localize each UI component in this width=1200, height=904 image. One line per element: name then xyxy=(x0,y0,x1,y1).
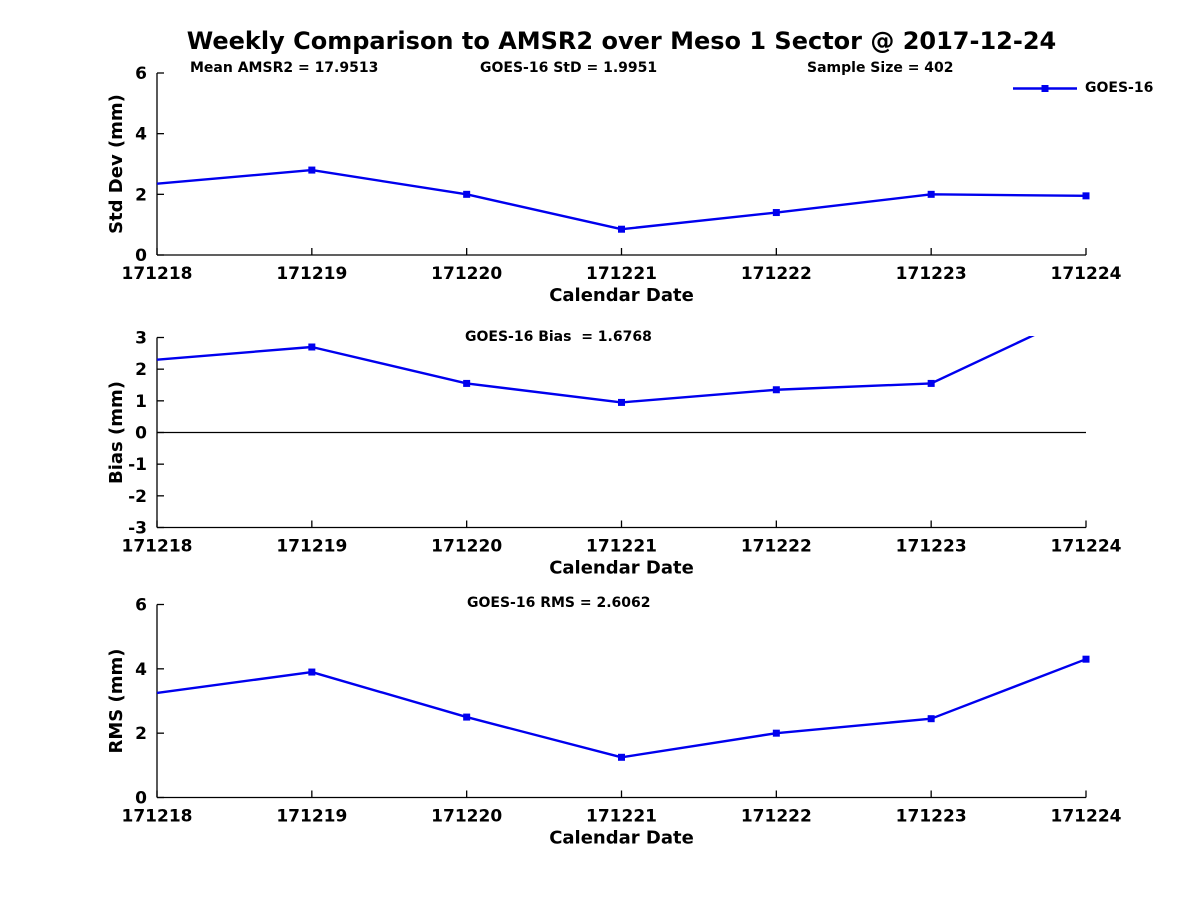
y-axis-label: Bias (mm) xyxy=(106,381,127,484)
y-tick-label: 2 xyxy=(135,185,147,205)
x-tick-label: 171221 xyxy=(586,264,657,284)
data-marker xyxy=(772,386,780,394)
annotation-mean-amsr2: Mean AMSR2 = 17.9513 xyxy=(190,60,379,76)
y-tick-label: 4 xyxy=(135,125,147,145)
x-tick-label: 171221 xyxy=(586,807,657,827)
data-marker xyxy=(1083,307,1090,314)
x-tick-label: 171224 xyxy=(1051,807,1122,827)
data-marker xyxy=(618,225,625,233)
y-tick-label: 4 xyxy=(135,660,147,680)
x-tick-label: 171222 xyxy=(741,537,812,557)
y-tick-label: 6 xyxy=(135,596,147,616)
x-tick-label: 171219 xyxy=(276,807,347,827)
x-tick-label: 171223 xyxy=(896,537,967,557)
y-tick-label: -3 xyxy=(128,519,147,539)
x-tick-label: 171218 xyxy=(122,537,193,557)
annotation-goes16-bias: GOES-16 Bias = 1.6768 xyxy=(465,329,652,345)
x-tick-label: 171224 xyxy=(1051,537,1122,557)
x-tick-label: 171221 xyxy=(586,537,657,557)
data-line xyxy=(156,336,1035,404)
x-tick-label: 171218 xyxy=(122,807,193,827)
x-tick-label: 171223 xyxy=(896,264,967,284)
data-marker xyxy=(618,398,625,406)
y-tick-label: 0 xyxy=(135,246,147,266)
x-tick-label: 171219 xyxy=(276,264,347,284)
data-marker xyxy=(772,729,780,737)
subplot-1: 0 2 4 6 171218 171219 171220 171221 171222 171223… xyxy=(106,64,1122,306)
y-tick-label: 6 xyxy=(135,64,147,84)
data-marker xyxy=(927,190,935,198)
legend-series-label: GOES-16 xyxy=(1085,80,1154,96)
x-tick-label: 171224 xyxy=(1051,264,1122,284)
x-tick-label: 171218 xyxy=(122,264,193,284)
data-marker xyxy=(308,343,316,351)
y-tick-label: 3 xyxy=(135,329,147,349)
x-tick-label: 171220 xyxy=(431,807,502,827)
y-tick-label: 0 xyxy=(135,789,147,809)
y-tick-label: -2 xyxy=(128,487,147,507)
data-marker xyxy=(927,715,935,723)
data-marker xyxy=(618,753,625,761)
x-tick-label: 171220 xyxy=(431,264,502,284)
y-tick-label: 2 xyxy=(135,360,147,380)
y-tick-label: 2 xyxy=(135,724,147,744)
data-marker xyxy=(1082,192,1090,200)
legend: GOES-16 xyxy=(1012,80,1153,96)
subplot-2: -3 -2 -1 0 1 2 3 171218 171219 171220 171221 171222… xyxy=(106,307,1122,579)
x-tick-label: 171219 xyxy=(276,537,347,557)
data-marker xyxy=(308,668,316,676)
data-line xyxy=(156,658,1087,759)
y-tick-label: 0 xyxy=(135,424,147,444)
subplot-3: 0 2 4 6 171218 171219 171220 171221 171222 171223… xyxy=(106,596,1122,849)
data-marker xyxy=(927,379,935,387)
x-tick-label: 171222 xyxy=(741,807,812,827)
annotation-goes16-rms: GOES-16 RMS = 2.6062 xyxy=(467,595,651,611)
data-marker xyxy=(772,209,780,217)
y-tick-label: 1 xyxy=(135,392,147,412)
legend-line-sample-icon xyxy=(1013,84,1077,92)
data-marker xyxy=(308,166,316,174)
x-tick-label: 171220 xyxy=(431,537,502,557)
figure-title: Weekly Comparison to AMSR2 over Meso 1 S… xyxy=(186,27,1057,55)
y-axis-label: RMS (mm) xyxy=(106,649,127,754)
x-axis-label: Calendar Date xyxy=(549,558,694,579)
x-tick-label: 171222 xyxy=(741,264,812,284)
y-tick-label: -1 xyxy=(128,455,147,475)
x-axis-label: Calendar Date xyxy=(549,285,694,306)
data-line xyxy=(156,168,1087,231)
data-marker xyxy=(463,713,471,721)
x-axis-label: Calendar Date xyxy=(549,828,694,849)
data-marker xyxy=(463,379,471,387)
data-marker xyxy=(1082,655,1090,663)
y-axis-label: Std Dev (mm) xyxy=(106,94,127,234)
x-tick-label: 171223 xyxy=(896,807,967,827)
annotation-goes16-std: GOES-16 StD = 1.9951 xyxy=(480,60,658,76)
annotation-sample-size: Sample Size = 402 xyxy=(807,60,954,76)
data-marker xyxy=(463,190,471,198)
